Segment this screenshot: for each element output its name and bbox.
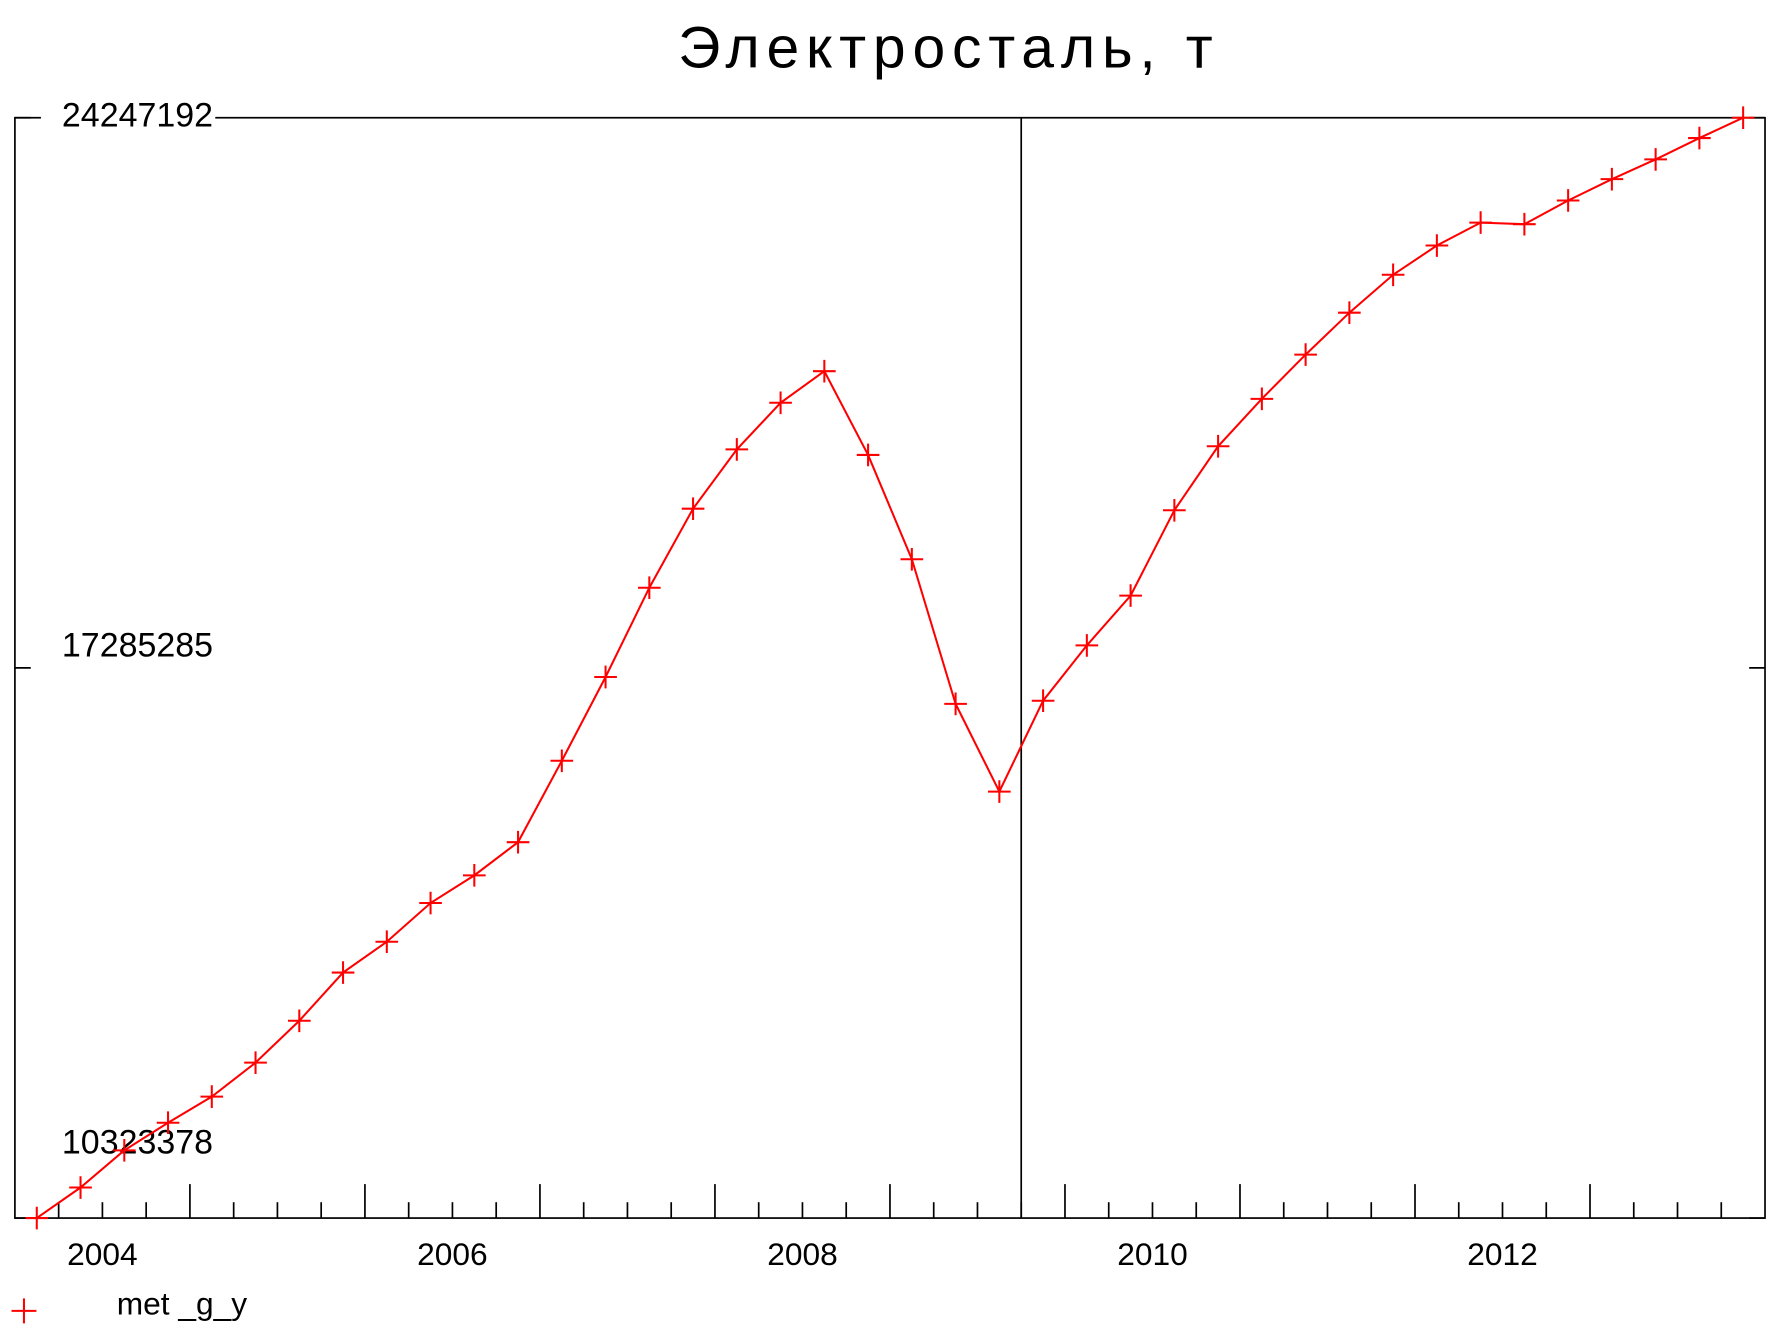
x-tick-label: 2012: [1467, 1236, 1538, 1272]
point-marker: [200, 1085, 224, 1108]
point-marker: [1644, 148, 1667, 171]
label-background: [40, 99, 216, 136]
point-marker: [1119, 584, 1142, 607]
x-tick-label: 2010: [1117, 1236, 1188, 1272]
point-marker: [900, 547, 924, 571]
plot-frame: [14, 116, 1766, 1219]
point-marker: [112, 1139, 136, 1162]
point-marker: [638, 576, 661, 600]
point-marker: [462, 864, 486, 887]
point-marker: [988, 780, 1011, 803]
point-marker: [856, 443, 880, 467]
point-marker: [944, 692, 967, 716]
point-marker: [419, 891, 442, 915]
y-tick-label: 24247192: [62, 97, 213, 135]
point-marker: [1163, 498, 1186, 522]
point-marker: [769, 391, 792, 415]
point-marker: [1556, 189, 1580, 212]
x-tick-label: 2004: [67, 1236, 138, 1272]
y-tick-label: 17285285: [62, 626, 213, 664]
point-marker: [375, 930, 399, 954]
point-marker: [287, 1009, 311, 1033]
point-marker: [1031, 689, 1055, 713]
point-marker: [244, 1051, 267, 1074]
point-marker: [1206, 434, 1230, 458]
point-marker: [813, 359, 836, 383]
legend-label: met _g_y: [117, 1286, 247, 1322]
legend-marker: [11, 1298, 37, 1324]
point-marker: [1469, 211, 1492, 234]
point-marker: [1250, 387, 1274, 411]
point-marker: [1294, 343, 1317, 366]
point-marker: [550, 749, 574, 773]
point-marker: [1513, 212, 1536, 236]
point-marker: [594, 665, 617, 689]
x-tick-label: 2008: [767, 1236, 838, 1272]
point-marker: [725, 438, 749, 461]
x-tick-label: 2006: [417, 1236, 488, 1272]
point-marker: [1075, 634, 1099, 657]
point-marker: [25, 1206, 49, 1230]
chart-title: Электросталь, т: [678, 16, 1219, 81]
point-marker: [1338, 301, 1361, 325]
point-marker: [1731, 106, 1755, 130]
point-marker: [1381, 263, 1405, 287]
point-marker: [1600, 167, 1624, 191]
point-marker: [331, 961, 355, 984]
point-marker: [1425, 234, 1449, 257]
point-marker: [69, 1176, 92, 1199]
point-marker: [1688, 126, 1711, 150]
point-marker: [506, 830, 530, 854]
point-marker: [681, 497, 705, 521]
series-line: [36, 116, 1744, 1219]
point-marker: [156, 1111, 180, 1135]
